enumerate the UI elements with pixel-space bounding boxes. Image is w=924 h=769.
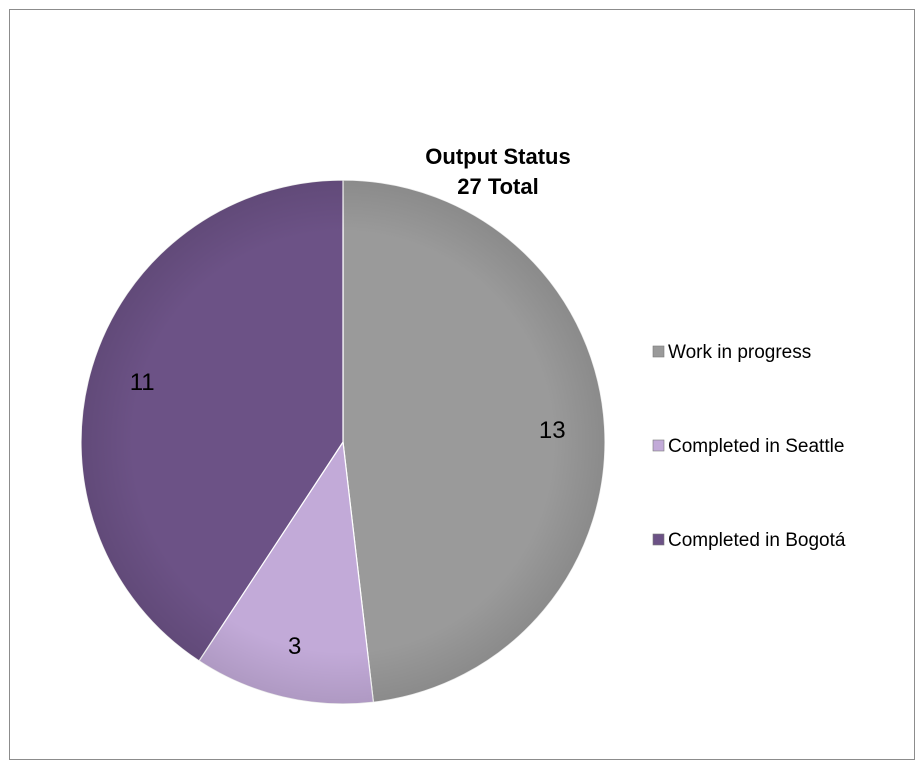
- pie-slice-work-in-progress: [342, 179, 606, 703]
- chart-title: Output Status: [425, 144, 570, 169]
- legend-label: Work in progress: [668, 342, 811, 363]
- chart-frame: 13 3 11 Output Status 27 Total Work in pro…: [9, 9, 915, 760]
- pie-chart: 13 3 11 Output Status 27 Total Work in pro…: [80, 144, 846, 705]
- chart-subtitle: 27 Total: [457, 174, 539, 199]
- legend-swatch: [652, 439, 665, 452]
- data-label-work-in-progress: 13: [539, 417, 566, 444]
- legend-label: Completed in Seattle: [668, 436, 844, 457]
- legend-label: Completed in Bogotá: [668, 530, 846, 551]
- data-label-completed-in-bogota: 11: [130, 369, 155, 396]
- pie-slices: [80, 179, 606, 705]
- legend-item-completed-in-seattle: Completed in Seattle: [652, 436, 844, 457]
- legend-item-completed-in-bogota: Completed in Bogotá: [652, 530, 846, 551]
- legend-swatch: [652, 533, 665, 546]
- legend: Work in progress Completed in Seattle Comp…: [652, 342, 846, 551]
- legend-swatch: [652, 345, 665, 358]
- legend-item-work-in-progress: Work in progress: [652, 342, 811, 363]
- data-label-completed-in-seattle: 3: [288, 633, 301, 660]
- data-labels: 13 3 11: [130, 369, 566, 660]
